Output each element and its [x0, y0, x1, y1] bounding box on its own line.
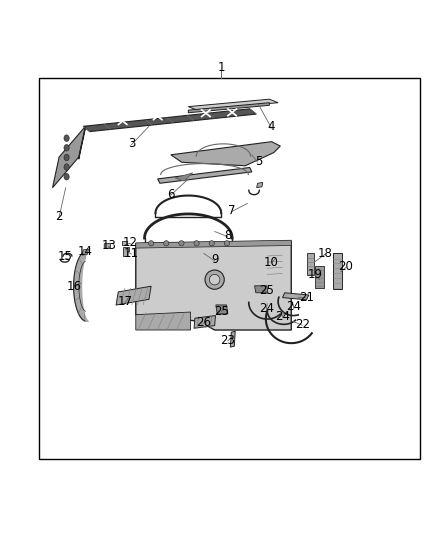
- Text: 1: 1: [217, 61, 225, 74]
- Polygon shape: [122, 241, 127, 246]
- Text: 24: 24: [286, 300, 301, 313]
- Polygon shape: [307, 253, 314, 275]
- Text: 7: 7: [228, 204, 236, 217]
- Text: 23: 23: [220, 334, 235, 346]
- Polygon shape: [136, 240, 291, 248]
- Ellipse shape: [64, 154, 69, 161]
- Polygon shape: [257, 182, 263, 188]
- Text: 5: 5: [255, 155, 262, 168]
- Text: 25: 25: [214, 305, 229, 318]
- Text: 13: 13: [101, 239, 116, 252]
- Polygon shape: [188, 99, 278, 110]
- Circle shape: [209, 241, 214, 246]
- Text: 26: 26: [196, 316, 211, 329]
- Text: 9: 9: [211, 253, 219, 266]
- Ellipse shape: [64, 173, 69, 180]
- Ellipse shape: [64, 144, 69, 151]
- Text: 22: 22: [295, 318, 310, 331]
- Text: 15: 15: [57, 251, 72, 263]
- Polygon shape: [123, 247, 129, 255]
- Text: 24: 24: [275, 310, 290, 324]
- Polygon shape: [136, 312, 191, 330]
- Polygon shape: [158, 167, 252, 183]
- Circle shape: [209, 274, 220, 285]
- Text: 12: 12: [123, 236, 138, 249]
- Text: 3: 3: [128, 138, 135, 150]
- Polygon shape: [267, 249, 283, 276]
- Text: 17: 17: [117, 295, 132, 308]
- Text: 16: 16: [67, 280, 82, 293]
- Polygon shape: [315, 265, 324, 288]
- Circle shape: [164, 241, 169, 246]
- Ellipse shape: [64, 135, 69, 141]
- Polygon shape: [82, 249, 88, 255]
- Text: 2: 2: [55, 209, 63, 223]
- Polygon shape: [53, 126, 85, 188]
- Polygon shape: [83, 109, 256, 132]
- Polygon shape: [333, 253, 342, 289]
- Bar: [39, 78, 420, 459]
- Polygon shape: [171, 142, 280, 166]
- Circle shape: [205, 270, 224, 289]
- Text: 18: 18: [318, 247, 332, 260]
- Text: 8: 8: [224, 229, 231, 243]
- Text: 6: 6: [167, 188, 175, 201]
- Text: 10: 10: [264, 256, 279, 269]
- Text: 25: 25: [259, 284, 274, 297]
- Circle shape: [148, 241, 154, 246]
- Text: 4: 4: [268, 120, 276, 133]
- Polygon shape: [216, 305, 228, 314]
- Polygon shape: [188, 103, 269, 113]
- Circle shape: [194, 241, 199, 246]
- Circle shape: [224, 241, 230, 246]
- Polygon shape: [104, 243, 110, 248]
- Text: 21: 21: [299, 290, 314, 304]
- Text: 20: 20: [339, 260, 353, 273]
- Polygon shape: [79, 126, 85, 159]
- Polygon shape: [254, 286, 268, 293]
- Polygon shape: [283, 293, 309, 300]
- Polygon shape: [136, 241, 291, 330]
- Polygon shape: [116, 286, 151, 305]
- Text: 24: 24: [259, 302, 274, 314]
- Circle shape: [179, 241, 184, 246]
- Polygon shape: [230, 332, 235, 347]
- Text: 14: 14: [78, 245, 93, 257]
- Text: 19: 19: [308, 268, 323, 281]
- Ellipse shape: [64, 164, 69, 171]
- Text: 11: 11: [124, 247, 139, 260]
- Polygon shape: [175, 173, 193, 181]
- Polygon shape: [194, 316, 215, 328]
